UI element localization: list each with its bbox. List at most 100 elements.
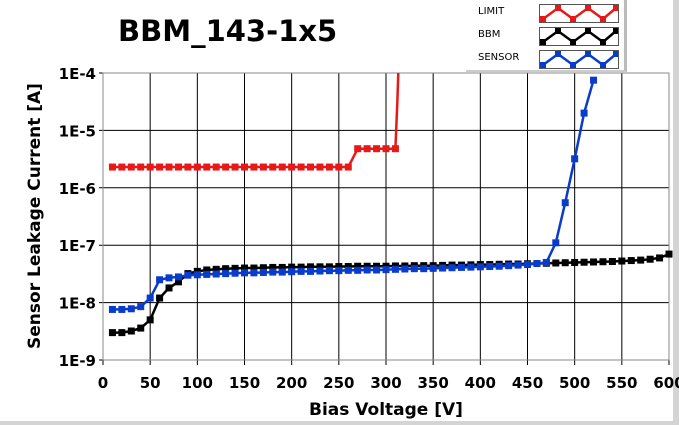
x-tick-label: 500 xyxy=(559,374,590,392)
x-tick-label: 100 xyxy=(182,374,213,392)
data-point-limit xyxy=(203,163,211,171)
data-point-sensor xyxy=(241,269,248,277)
x-tick-label: 550 xyxy=(606,374,637,392)
data-point-sensor xyxy=(391,265,399,273)
data-point-bbm xyxy=(156,294,164,302)
data-point-limit xyxy=(118,163,126,171)
data-point-bbm xyxy=(212,265,220,273)
data-point-sensor xyxy=(524,261,531,269)
data-point-bbm xyxy=(335,263,343,271)
y-axis-label: Sensor Leakage Current [A] xyxy=(25,83,45,349)
data-point-bbm xyxy=(203,266,211,274)
x-axis-label: Bias Voltage [V] xyxy=(309,400,463,420)
data-point-limit xyxy=(363,145,371,153)
x-tick-label: 0 xyxy=(98,374,108,392)
data-point-bbm xyxy=(571,258,579,266)
data-point-sensor xyxy=(571,155,579,163)
data-point-limit xyxy=(193,163,201,171)
tick-labels: 0 50 100 150 200 250 300 350 400 450 500 550 600 1E-9… xyxy=(59,65,679,392)
data-point-limit xyxy=(382,145,390,153)
data-point-bbm xyxy=(580,258,588,266)
data-point-bbm xyxy=(608,258,616,266)
data-point-sensor xyxy=(137,303,145,311)
legend-item-limit[interactable]: LIMIT xyxy=(466,2,624,24)
legend-swatch-bbm xyxy=(539,27,619,46)
data-point-sensor xyxy=(222,270,230,278)
legend-label: SENSOR xyxy=(478,52,520,63)
x-tick-label: 50 xyxy=(140,374,161,392)
data-point-bbm xyxy=(344,263,352,271)
legend-marker xyxy=(613,5,618,11)
data-point-limit xyxy=(316,163,324,171)
data-point-sensor xyxy=(297,267,305,275)
data-point-sensor xyxy=(552,239,560,247)
data-point-sensor xyxy=(580,109,588,117)
data-point-bbm xyxy=(278,263,286,271)
data-point-limit xyxy=(250,163,258,171)
x-tick-label: 250 xyxy=(323,374,354,392)
legend-marker xyxy=(585,28,591,34)
data-point-bbm xyxy=(646,255,654,263)
data-point-limit xyxy=(174,163,182,171)
data-point-bbm xyxy=(325,263,333,271)
data-point-sensor xyxy=(316,267,324,275)
data-point-sensor xyxy=(184,271,192,279)
x-tick-label: 450 xyxy=(512,374,543,392)
data-point-sensor xyxy=(307,267,315,275)
data-point-sensor xyxy=(457,263,465,271)
data-point-sensor xyxy=(439,264,447,272)
data-point-limit xyxy=(137,163,145,171)
data-point-bbm xyxy=(590,258,598,266)
legend-marker xyxy=(570,16,576,22)
data-point-sensor xyxy=(373,266,381,274)
data-point-limit xyxy=(165,163,173,171)
legend: LIMIT BBM SENSOR xyxy=(466,0,627,72)
data-point-limit xyxy=(297,163,305,171)
data-point-sensor xyxy=(533,259,541,267)
data-point-sensor xyxy=(212,270,220,278)
y-tick-label: 1E-6 xyxy=(59,180,96,198)
data-point-sensor xyxy=(382,266,390,274)
data-point-sensor xyxy=(467,263,475,271)
legend-marker xyxy=(600,62,606,68)
legend-label: LIMIT xyxy=(478,6,505,17)
data-point-bbm xyxy=(618,257,626,265)
data-point-sensor xyxy=(325,267,333,275)
data-point-sensor xyxy=(259,268,267,276)
legend-marker xyxy=(570,39,576,45)
data-point-sensor xyxy=(278,268,286,276)
data-point-limit xyxy=(212,163,220,171)
legend-item-sensor[interactable]: SENSOR xyxy=(466,48,624,70)
data-point-sensor xyxy=(486,263,494,271)
series-line-limit xyxy=(112,73,400,169)
data-point-limit xyxy=(241,163,248,171)
plot-frame xyxy=(102,72,670,361)
data-point-bbm xyxy=(222,265,230,273)
data-point-bbm xyxy=(373,262,381,270)
window-bottom-edge xyxy=(0,421,679,425)
data-point-sensor xyxy=(410,265,418,273)
data-point-sensor xyxy=(231,269,239,277)
data-point-sensor xyxy=(476,263,484,271)
data-point-sensor xyxy=(193,271,201,279)
data-point-bbm xyxy=(269,263,277,271)
data-point-limit xyxy=(344,163,352,171)
data-point-bbm xyxy=(363,262,371,270)
data-point-sensor xyxy=(174,273,182,281)
legend-item-bbm[interactable]: BBM xyxy=(466,25,624,47)
data-point-limit xyxy=(108,163,116,171)
data-point-limit xyxy=(335,163,343,171)
series-line-sensor xyxy=(112,79,595,311)
y-tick-label: 1E-5 xyxy=(59,122,96,140)
data-point-limit xyxy=(156,163,164,171)
data-point-bbm xyxy=(146,316,154,324)
legend-marker xyxy=(555,28,561,34)
data-point-sensor xyxy=(590,76,598,84)
y-tick-label: 1E-7 xyxy=(59,237,96,255)
data-point-sensor xyxy=(335,267,343,275)
data-point-sensor xyxy=(363,266,371,274)
legend-marker xyxy=(555,51,561,57)
x-tick-label: 350 xyxy=(418,374,449,392)
data-point-sensor xyxy=(505,262,513,270)
data-point-sensor xyxy=(118,305,126,313)
